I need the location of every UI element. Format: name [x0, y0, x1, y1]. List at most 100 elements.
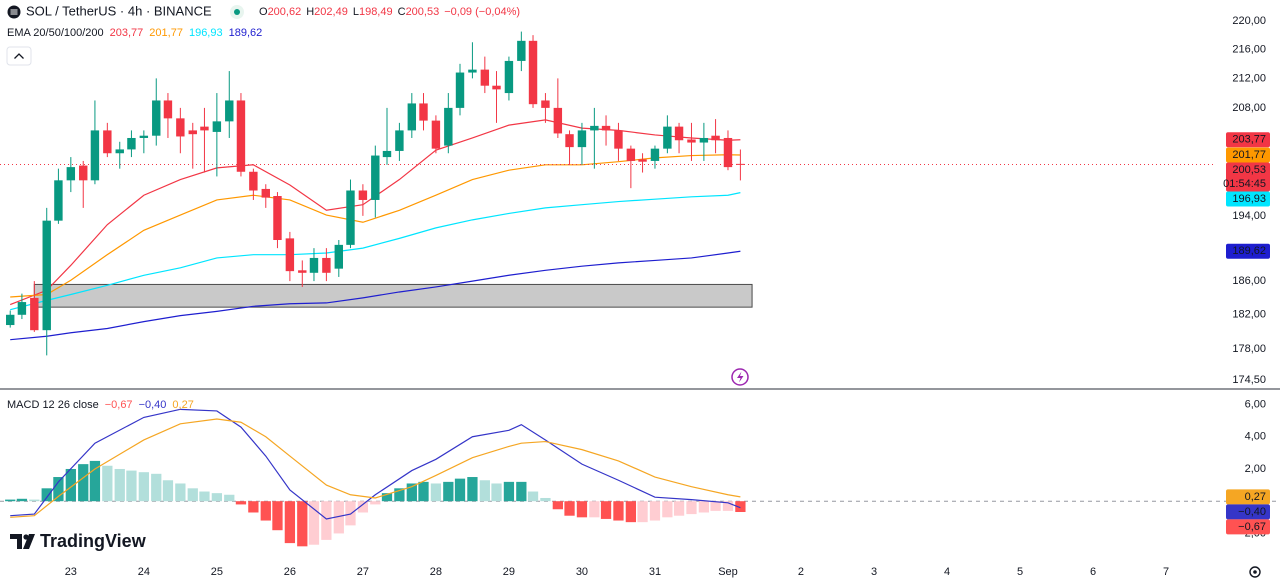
indicator-label: MACD 12 26 close — [7, 399, 99, 411]
candle-body — [261, 188, 270, 198]
histogram-bar — [491, 483, 502, 502]
price-tag-label: 203,77 — [1232, 134, 1266, 146]
collapse-icon — [14, 53, 24, 59]
price-tag-label: 200,53 — [1232, 164, 1266, 176]
price-tag-label: 189,62 — [1232, 245, 1266, 257]
y-tick-label: 208,00 — [1232, 102, 1266, 114]
candle-body — [176, 118, 185, 137]
visibility-icon — [234, 9, 240, 15]
settings-button[interactable] — [1249, 566, 1261, 578]
price-tag — [1226, 162, 1270, 192]
macd-line — [10, 418, 741, 518]
histogram-bar — [686, 501, 697, 515]
ema-line — [10, 192, 741, 311]
indicator-value: 196,93 — [189, 27, 223, 39]
histogram-bar — [284, 501, 296, 544]
candle-body — [298, 270, 307, 273]
histogram-bar — [102, 465, 113, 502]
events-icon — [737, 371, 744, 383]
y-tick-label: 4,00 — [1245, 431, 1266, 443]
candle-body — [17, 302, 27, 315]
ohlc-key: O — [259, 6, 268, 18]
x-tick-label: 4 — [944, 566, 950, 578]
collapse-button[interactable] — [6, 46, 32, 66]
candle-body — [382, 150, 392, 158]
candle-body — [212, 121, 222, 132]
histogram-bar — [503, 481, 515, 502]
candle-body — [687, 139, 696, 143]
candle-body — [273, 196, 282, 241]
histogram-bar — [333, 501, 344, 534]
histogram-bar — [443, 481, 454, 502]
histogram-bar — [649, 501, 661, 521]
candle-body — [249, 171, 258, 191]
histogram-bar — [430, 483, 442, 502]
price-tag — [1226, 191, 1270, 207]
histogram-bar — [138, 472, 149, 502]
histogram-bar — [114, 468, 125, 502]
candle-body — [322, 257, 331, 273]
histogram-bar — [199, 491, 210, 502]
y-tick-label: 6,00 — [1245, 398, 1266, 410]
candle-body — [444, 107, 453, 146]
candle-body — [103, 130, 112, 154]
y-tick-label: 178,00 — [1232, 343, 1266, 355]
candle-body — [371, 155, 380, 200]
candle-body — [468, 69, 477, 73]
x-tick-label: 3 — [871, 566, 877, 578]
y-tick-label: 182,00 — [1232, 309, 1266, 321]
histogram-bar — [722, 501, 734, 511]
zone-layer — [33, 283, 753, 308]
x-tick-label: 25 — [211, 566, 223, 578]
ema-line — [10, 154, 741, 298]
histogram-bar — [345, 501, 356, 526]
histogram-bar — [613, 501, 624, 521]
macd-layer — [0, 408, 1280, 547]
price-tag-label: 201,77 — [1232, 149, 1266, 161]
candle-body — [163, 100, 173, 119]
histogram-bar — [381, 493, 393, 502]
ohlc-key: H — [306, 6, 314, 18]
histogram-bar — [406, 483, 417, 502]
ohlc-value: 202,49 — [314, 6, 348, 18]
histogram-bar — [479, 480, 490, 502]
candle-body — [577, 130, 587, 148]
tag-layer: 203,77 201,77 200,53 01:54:45 196,93 189,62 0,… — [1223, 132, 1270, 535]
price-tag-label: 196,93 — [1232, 193, 1266, 205]
brand-logo — [10, 534, 35, 549]
indicator-label: EMA 20/50/100/200 — [7, 27, 104, 39]
x-tick-label: 24 — [138, 566, 150, 578]
histogram-bar — [735, 501, 746, 513]
histogram-bar — [370, 501, 381, 505]
ohlc-legend: O200,62 H202,49 L198,49 C200,53 −0,09 (−0,04… — [259, 6, 520, 18]
histogram-bar — [625, 501, 637, 523]
histogram-bar — [710, 501, 721, 511]
price-tag — [1226, 147, 1270, 163]
candle-body — [553, 107, 563, 134]
histogram-bar — [175, 483, 186, 502]
candle-body — [674, 126, 684, 141]
histogram-bar — [65, 468, 76, 502]
candle-body — [419, 103, 428, 121]
candle-body — [358, 190, 368, 200]
indicator-value: −0,40 — [139, 399, 167, 411]
axis-layer: 174,50 178,00 182,00 186,00 194,00 208,00 212,… — [65, 15, 1266, 578]
histogram-bar — [29, 499, 40, 502]
x-tick-label: 27 — [357, 566, 369, 578]
line-layer — [0, 119, 1215, 341]
candle-body — [407, 103, 417, 131]
candle-body — [736, 163, 745, 165]
candle-body — [590, 125, 599, 131]
histogram-bar — [540, 497, 551, 502]
candle-body — [528, 40, 538, 105]
y-tick-label: 216,00 — [1232, 43, 1266, 55]
indicator-value: −0,67 — [105, 399, 133, 411]
histogram-bar — [89, 460, 101, 502]
candle-body — [42, 220, 51, 331]
candle-body — [79, 165, 88, 181]
indicator-value: 0,27 — [172, 399, 193, 411]
candle-body — [504, 60, 514, 94]
histogram-bar — [662, 501, 673, 518]
